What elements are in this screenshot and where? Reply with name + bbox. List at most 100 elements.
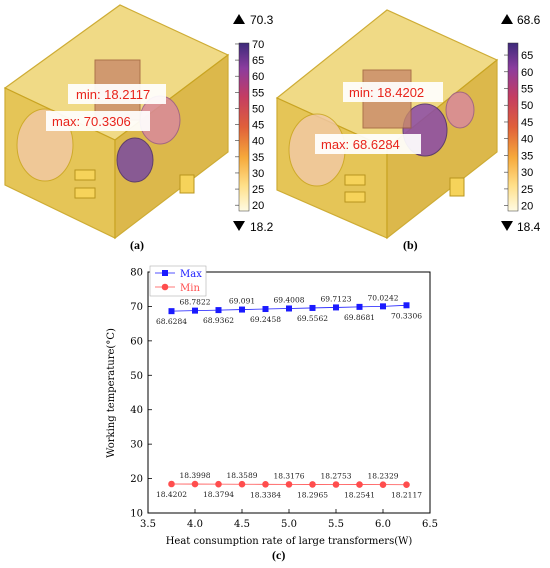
colorbar-tick-label: 60 <box>252 71 264 83</box>
data-label: 18.2117 <box>391 491 422 500</box>
x-axis-label: Heat consumption rate of large transform… <box>166 536 413 547</box>
data-label: 18.2965 <box>297 490 328 499</box>
triangle-up-icon <box>501 14 513 24</box>
max-text-a: max: 70.3306 <box>52 114 131 129</box>
max-label-a: max: 70.3306 <box>46 111 150 131</box>
min-label-b: min: 18.4202 <box>343 82 443 102</box>
max-point <box>215 307 222 314</box>
triangle-up-icon <box>233 14 245 24</box>
y-tick-label: 70 <box>130 302 143 313</box>
data-label: 18.3589 <box>226 471 257 480</box>
colorbar-tick-label: 55 <box>252 87 264 99</box>
y-tick-label: 80 <box>130 268 143 279</box>
min-point <box>309 481 316 488</box>
y-tick-label: 50 <box>130 371 143 382</box>
min-point <box>356 481 363 488</box>
colorbar-tick-label: 20 <box>521 201 533 213</box>
colorbar-tick-label: 40 <box>252 136 264 148</box>
max-point <box>239 306 245 313</box>
data-label: 18.3384 <box>250 490 281 499</box>
colorbar-a-top: 70.3 <box>250 13 274 27</box>
y-axis-label: Working temperature(°C) <box>106 328 117 458</box>
y-tick-label: 30 <box>130 440 143 451</box>
min-point <box>262 480 269 488</box>
colorbar-tick-label: 30 <box>521 167 533 179</box>
panel-c: 3.5 4.0 4.5 5.0 5.5 6.0 6.5 10 20 30 40 50 60 70 80 68… <box>100 258 450 568</box>
colorbar-tick-label: 30 <box>252 168 264 180</box>
max-label-b: max: 68.6284 <box>315 134 421 154</box>
x-tick-label: 5.0 <box>281 519 297 530</box>
y-tick-label: 60 <box>130 336 143 347</box>
triangle-down-icon <box>501 221 513 231</box>
data-label: 69.4008 <box>273 295 304 304</box>
colorbar-tick-label: 25 <box>521 184 533 196</box>
x-tick-label: 6.0 <box>375 519 391 530</box>
colorbar-a-bottom: 18.2 <box>250 220 274 234</box>
colorbar-tick-label: 20 <box>252 200 264 212</box>
thermal-sim-a: min: 18.2117 max: 70.3306 70.3 70 65 60 55 5… <box>3 4 274 240</box>
legend-max-label: Max <box>180 269 202 280</box>
data-label: 70.0242 <box>367 293 398 302</box>
colorbar-tick-label: 25 <box>252 184 264 196</box>
temperature-chart: 3.5 4.0 4.5 5.0 5.5 6.0 6.5 10 20 30 40 50 60 70 80 68… <box>106 265 438 547</box>
data-label: 68.9362 <box>203 316 234 325</box>
colorbar-b: 68.6 65 60 55 50 45 40 35 30 25 20 18.4 <box>501 13 541 234</box>
triangle-down-icon <box>233 221 245 231</box>
colorbar-tick-label: 55 <box>521 84 533 96</box>
colorbar-tick-label: 45 <box>252 120 264 132</box>
colorbar-tick-label: 40 <box>521 134 533 146</box>
max-point <box>192 307 198 314</box>
data-label: 69.5562 <box>297 314 328 323</box>
min-text-b: min: 18.4202 <box>349 85 424 100</box>
x-tick-label: 3.5 <box>140 519 156 530</box>
min-point <box>379 481 387 488</box>
panel-c-label: (c) <box>272 548 286 562</box>
y-tick-label: 40 <box>130 405 143 416</box>
colorbar-tick-label: 35 <box>521 150 533 162</box>
data-label: 18.2329 <box>367 472 398 481</box>
max-point <box>403 302 410 309</box>
data-label: 69.2458 <box>250 315 281 324</box>
min-text-a: min: 18.2117 <box>76 87 150 102</box>
housing-model-a <box>3 4 230 240</box>
housing-model-b <box>275 9 499 240</box>
max-point <box>286 305 292 312</box>
y-tick-label: 20 <box>130 474 143 485</box>
min-point <box>168 480 175 488</box>
data-label: 69.8681 <box>344 313 375 322</box>
min-point <box>215 480 222 488</box>
min-label-a: min: 18.2117 <box>68 84 166 104</box>
y-tick-label: 10 <box>130 509 143 520</box>
x-tick-label: 6.5 <box>422 519 438 530</box>
data-label: 69.091 <box>229 297 255 306</box>
colorbar-tick-label: 45 <box>521 117 533 129</box>
colorbar-tick-label: 65 <box>521 50 533 62</box>
data-label: 68.7822 <box>179 298 210 307</box>
data-label: 18.2753 <box>320 472 351 481</box>
min-point <box>238 480 246 488</box>
max-point <box>262 306 269 313</box>
max-point <box>380 303 386 310</box>
thermal-sim-b: min: 18.4202 max: 68.6284 68.6 65 60 55 50 4… <box>275 9 541 240</box>
min-point <box>191 480 199 488</box>
x-tick-label: 5.5 <box>328 519 344 530</box>
min-point <box>403 481 410 489</box>
max-point <box>333 304 339 311</box>
colorbar-tick-label: 65 <box>252 55 264 67</box>
data-label: 69.7123 <box>320 294 351 303</box>
max-point <box>309 304 316 311</box>
colorbar-tick-label: 35 <box>252 152 264 164</box>
max-point <box>168 308 175 315</box>
data-label: 68.6284 <box>156 317 187 326</box>
data-label: 70.3306 <box>391 311 422 320</box>
colorbar-b-bottom: 18.4 <box>517 220 541 234</box>
data-label: 18.2541 <box>344 491 375 500</box>
data-label: 18.3176 <box>273 471 304 480</box>
colorbar-tick-label: 50 <box>521 100 533 112</box>
panel-a-label: (a) <box>130 238 144 252</box>
legend-max-marker <box>162 270 168 276</box>
max-text-b: max: 68.6284 <box>321 137 400 152</box>
colorbar-tick-label: 50 <box>252 103 264 115</box>
min-point <box>332 481 340 488</box>
colorbar-tick-label: 60 <box>521 67 533 79</box>
